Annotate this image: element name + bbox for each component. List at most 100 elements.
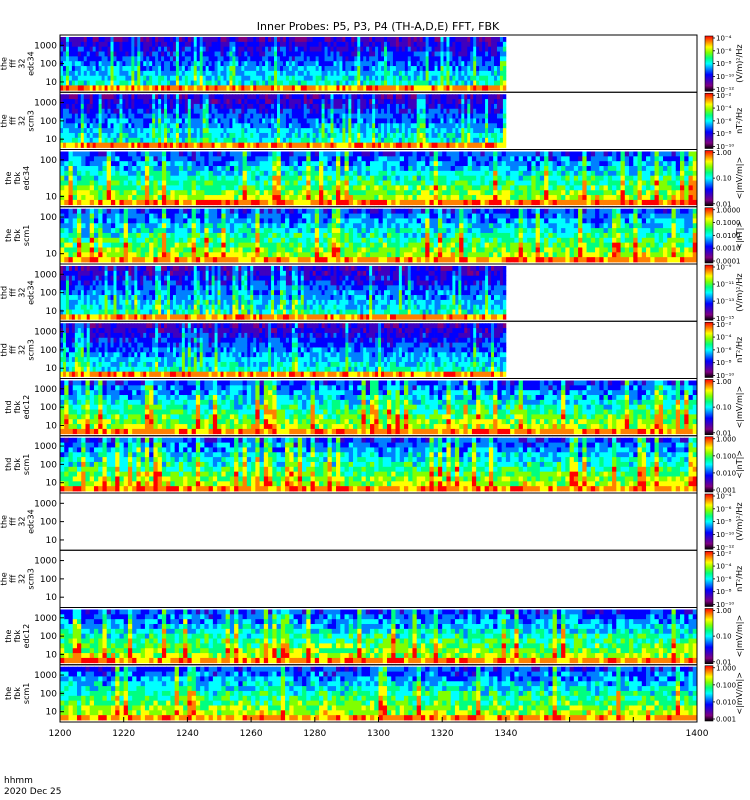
spectrogram-cell bbox=[153, 151, 159, 157]
spectrogram-cell bbox=[348, 108, 352, 115]
spectrogram-cell bbox=[357, 108, 361, 115]
spectrogram-cell bbox=[223, 70, 227, 77]
spectrogram-cell bbox=[340, 166, 345, 172]
spectrogram-cell bbox=[499, 123, 504, 129]
spectrogram-cell bbox=[333, 108, 337, 115]
spectrogram-cell bbox=[158, 70, 162, 77]
spectrogram-cell bbox=[680, 156, 685, 162]
spectrogram-cell bbox=[282, 70, 287, 77]
spectrogram-cell bbox=[378, 103, 382, 110]
spectrogram-cell bbox=[104, 94, 108, 100]
spectrogram-cell bbox=[369, 132, 373, 139]
spectrogram-cell bbox=[259, 180, 265, 186]
spectrogram-cell bbox=[169, 75, 174, 81]
spectrogram-cell bbox=[485, 66, 489, 72]
spectrogram-cell bbox=[158, 37, 162, 43]
spectrogram-cell bbox=[276, 166, 282, 172]
spectrogram-cell bbox=[412, 190, 418, 196]
spectrogram-cell bbox=[76, 175, 82, 181]
spectrogram-cell bbox=[306, 108, 311, 115]
spectrogram-cell bbox=[431, 137, 435, 144]
spectrogram-cell bbox=[225, 151, 231, 157]
spectrogram-cell bbox=[110, 37, 114, 43]
spectrogram-cell bbox=[366, 108, 370, 115]
spectrogram-cell bbox=[153, 190, 159, 196]
spectrogram-cell bbox=[128, 132, 132, 139]
spectrogram-cell bbox=[276, 195, 282, 201]
spectrogram-cell bbox=[134, 142, 138, 148]
spectrogram-cell bbox=[212, 166, 218, 172]
spectrogram-cell bbox=[271, 70, 275, 77]
spectrogram-cell bbox=[310, 199, 316, 206]
spectrogram-cell bbox=[351, 132, 355, 139]
spectrogram-cell bbox=[455, 142, 459, 148]
spectrogram-cell bbox=[214, 128, 218, 134]
spectrogram-cell bbox=[200, 151, 205, 157]
spectrogram-cell bbox=[220, 80, 224, 86]
spectrogram-cell bbox=[86, 132, 91, 139]
spectrogram-cell bbox=[256, 51, 260, 57]
spectrogram-cell bbox=[184, 41, 189, 48]
spectrogram-cell bbox=[225, 156, 231, 162]
spectrogram-cell bbox=[407, 56, 412, 62]
spectrogram-cell bbox=[641, 190, 647, 196]
spectrogram-cell bbox=[242, 161, 248, 167]
spectrogram-cell bbox=[658, 195, 664, 201]
spectrogram-cell bbox=[461, 56, 465, 62]
spectrogram-cell bbox=[125, 80, 129, 86]
spectrogram-cell bbox=[89, 161, 95, 167]
spectrogram-cell bbox=[238, 46, 242, 52]
spectrogram-cell bbox=[459, 156, 464, 162]
spectrogram-cell bbox=[422, 123, 427, 129]
spectrogram-cell bbox=[193, 41, 198, 48]
spectrogram-cell bbox=[496, 103, 501, 110]
spectrogram-cell bbox=[476, 99, 480, 105]
spectrogram-cell bbox=[202, 108, 207, 115]
spectrogram-cell bbox=[491, 113, 495, 119]
spectrogram-cell bbox=[324, 85, 328, 91]
spectrogram-cell bbox=[499, 37, 504, 43]
spectrogram-cell bbox=[321, 118, 325, 124]
spectrogram-cell bbox=[378, 99, 382, 105]
spectrogram-cell bbox=[140, 113, 144, 119]
spectrogram-cell bbox=[360, 46, 364, 52]
spectrogram-cell bbox=[348, 199, 354, 206]
spectrogram-cell bbox=[251, 180, 256, 186]
spectrogram-cell bbox=[569, 156, 575, 162]
spectrogram-cell bbox=[101, 70, 105, 77]
spectrogram-cell bbox=[310, 180, 316, 186]
spectrogram-cell bbox=[431, 123, 435, 129]
spectrogram-cell bbox=[420, 170, 426, 177]
spectrogram-cell bbox=[68, 75, 73, 81]
spectrogram-cell bbox=[531, 161, 537, 167]
spectrogram-cell bbox=[235, 85, 239, 91]
spectrogram-cell bbox=[416, 108, 421, 115]
spectrogram-cell bbox=[502, 70, 507, 77]
spectrogram-cell bbox=[107, 123, 111, 129]
spectrogram-cell bbox=[312, 128, 317, 134]
spectrogram-cell bbox=[330, 128, 334, 134]
spectrogram-cell bbox=[408, 190, 413, 196]
spectrogram-cell bbox=[89, 170, 95, 177]
spectrogram-cell bbox=[92, 128, 97, 134]
spectrogram-cell bbox=[127, 161, 133, 167]
spectrogram-cell bbox=[158, 80, 162, 86]
spectrogram-cell bbox=[578, 185, 583, 191]
spectrogram-cell bbox=[277, 70, 281, 77]
spectrogram-cell bbox=[522, 166, 528, 172]
spectrogram-cell bbox=[484, 170, 490, 177]
spectrogram-cell bbox=[199, 56, 204, 62]
spectrogram-cell bbox=[123, 170, 129, 177]
spectrogram-cell bbox=[339, 108, 343, 115]
y-tick-label: 10 bbox=[46, 135, 58, 145]
spectrogram-cell bbox=[80, 37, 85, 43]
spectrogram-cell bbox=[131, 123, 135, 129]
spectrogram-cell bbox=[480, 180, 486, 186]
spectrogram-cell bbox=[268, 132, 272, 139]
spectrogram-cell bbox=[464, 41, 468, 48]
spectrogram-cell bbox=[131, 142, 135, 148]
spectrogram-cell bbox=[446, 113, 450, 119]
spectrogram-cell bbox=[107, 85, 111, 91]
spectrogram-cell bbox=[116, 132, 120, 139]
spectrogram-cell bbox=[303, 80, 308, 86]
